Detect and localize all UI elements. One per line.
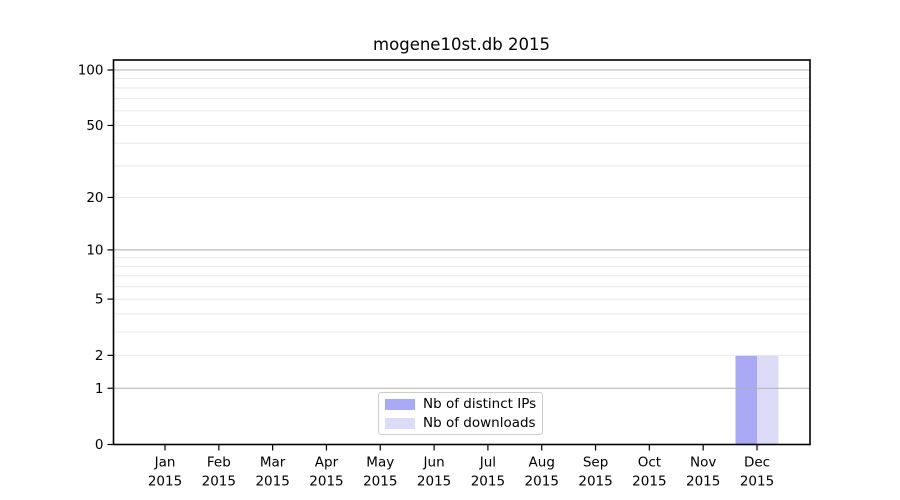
- x-tick-label-month: Jun: [423, 455, 445, 471]
- x-tick-label-year: 2015: [309, 474, 343, 490]
- bar-dec-series-1: [757, 355, 779, 445]
- legend-item-distinct-ips: Nb of distinct IPs: [385, 396, 536, 412]
- y-tick-label: 1: [95, 381, 104, 397]
- x-tick-label-year: 2015: [740, 474, 774, 490]
- y-tick-label: 0: [95, 437, 104, 453]
- x-tick-label-year: 2015: [363, 474, 397, 490]
- x-tick-label-year: 2015: [417, 474, 451, 490]
- axes-spines: [112, 59, 811, 446]
- x-tick-label-month: Dec: [744, 455, 770, 471]
- x-tick-label-month: Sep: [583, 455, 608, 471]
- x-tick-label-month: Feb: [207, 455, 231, 471]
- y-tick-label: 20: [86, 190, 103, 206]
- x-tick-label-year: 2015: [525, 474, 559, 490]
- chart-title: mogene10st.db 2015: [373, 35, 550, 54]
- legend: Nb of distinct IPs Nb of downloads: [378, 392, 543, 435]
- x-tick-label-year: 2015: [686, 474, 720, 490]
- x-tick-label-month: Apr: [315, 455, 339, 471]
- legend-label-downloads: Nb of downloads: [423, 415, 536, 431]
- x-tick-label-month: May: [366, 455, 394, 471]
- legend-swatch-distinct-ips-icon: [385, 398, 415, 410]
- x-tick-label-year: 2015: [148, 474, 182, 490]
- x-tick-label-month: Nov: [690, 455, 716, 471]
- x-tick-label-year: 2015: [632, 474, 666, 490]
- legend-item-downloads: Nb of downloads: [385, 415, 536, 431]
- y-tick-label: 10: [86, 242, 103, 258]
- x-tick-label-month: Aug: [529, 455, 555, 471]
- x-tick-label-year: 2015: [255, 474, 289, 490]
- y-tick-label: 2: [95, 348, 104, 364]
- x-tick-label-month: Jan: [154, 455, 176, 471]
- x-tick-label-month: Mar: [260, 455, 286, 471]
- x-tick-label-month: Jul: [479, 455, 496, 471]
- x-tick-label-year: 2015: [471, 474, 505, 490]
- y-tick-label: 100: [78, 63, 104, 79]
- x-tick-label-year: 2015: [578, 474, 612, 490]
- x-tick-label-month: Oct: [638, 455, 661, 471]
- legend-label-distinct-ips: Nb of distinct IPs: [423, 396, 537, 412]
- y-tick-label: 50: [86, 118, 103, 134]
- x-tick-label-year: 2015: [202, 474, 236, 490]
- y-tick-label: 5: [95, 292, 104, 308]
- bar-dec-series-0: [735, 355, 757, 445]
- legend-swatch-downloads-icon: [385, 417, 415, 429]
